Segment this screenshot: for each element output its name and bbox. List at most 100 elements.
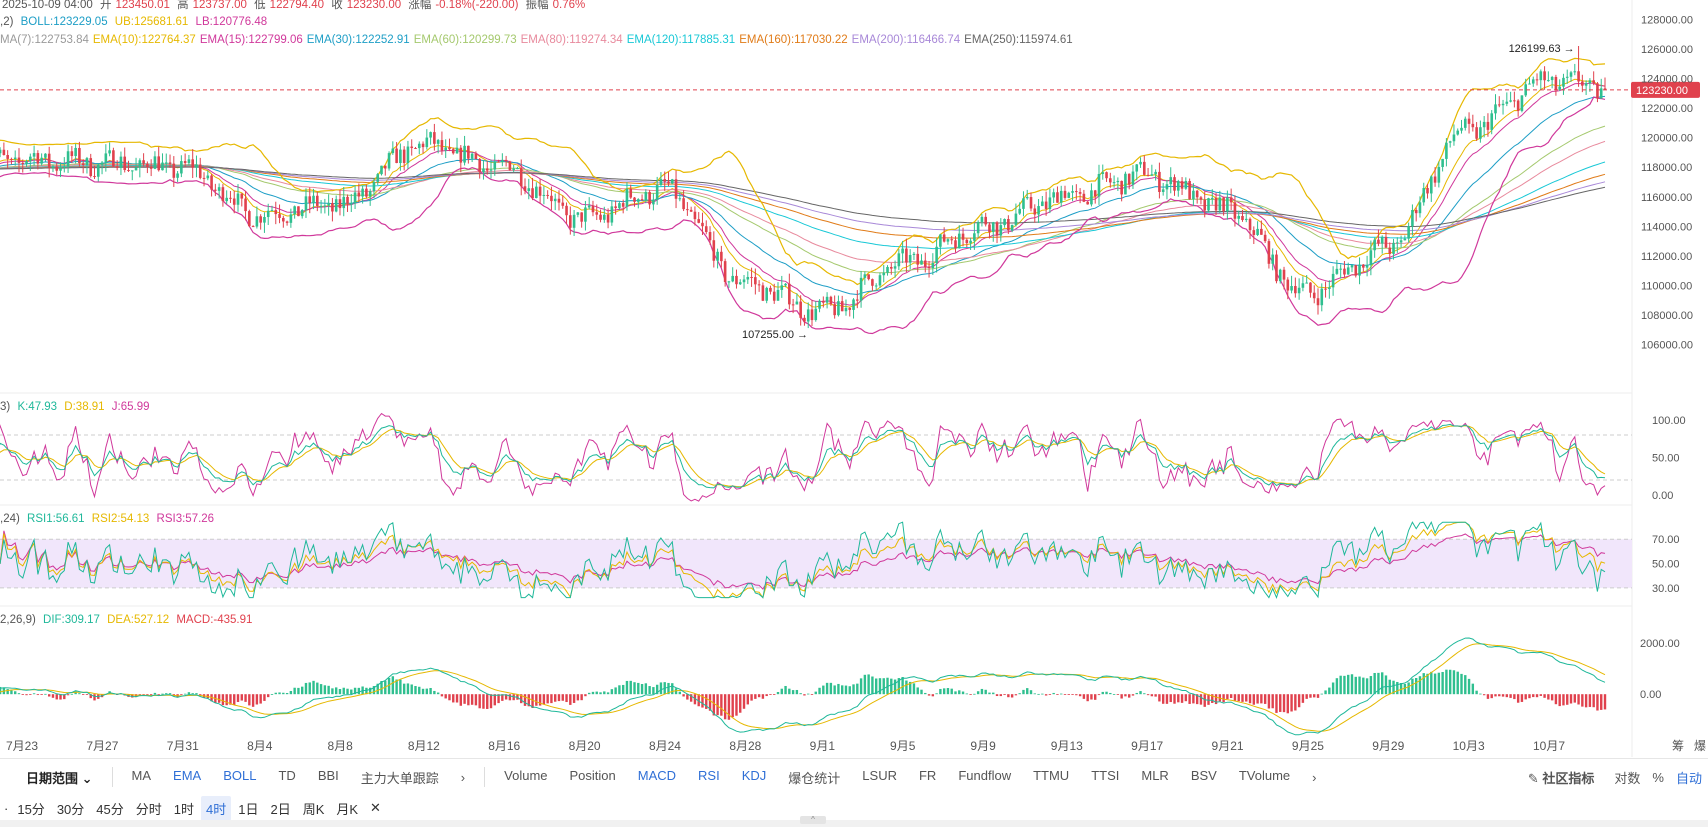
macd-histogram-bar bbox=[1494, 694, 1497, 697]
candle-body bbox=[346, 196, 349, 204]
macd-histogram-bar bbox=[1267, 694, 1271, 709]
macd-histogram-bar bbox=[282, 692, 285, 695]
macd-histogram-bar bbox=[165, 693, 168, 695]
macd-histogram-bar bbox=[739, 694, 742, 713]
sub-indicator-12[interactable]: BSV bbox=[1190, 767, 1217, 783]
macd-histogram-bar bbox=[565, 694, 568, 703]
scroll-bar[interactable] bbox=[0, 820, 1708, 827]
community-indicator-button[interactable]: ✎ 社区指标 bbox=[1527, 770, 1595, 786]
chevron-right-icon[interactable]: › bbox=[460, 769, 466, 785]
interval-3[interactable]: 分时 bbox=[135, 801, 162, 817]
sub-indicator-1[interactable]: Position bbox=[569, 767, 616, 783]
interval-5[interactable]: 4时 bbox=[201, 795, 232, 821]
percent-scale-toggle[interactable]: % bbox=[1652, 769, 1664, 785]
candle-body bbox=[1063, 190, 1067, 198]
candle-body bbox=[10, 158, 13, 160]
macd-histogram-bar bbox=[1562, 694, 1565, 706]
macd-histogram-bar bbox=[1347, 674, 1350, 695]
main-indicator-0[interactable]: MA bbox=[131, 767, 152, 783]
candle-body bbox=[312, 195, 315, 204]
candle-body bbox=[1414, 210, 1418, 214]
main-indicator-2[interactable]: BOLL bbox=[223, 767, 257, 783]
interval-4[interactable]: 1时 bbox=[173, 801, 194, 817]
macd-histogram-bar bbox=[244, 694, 247, 702]
main-indicator-4[interactable]: BBI bbox=[317, 767, 339, 783]
auto-scale-toggle[interactable]: 自动 bbox=[1675, 770, 1702, 786]
macd-histogram-bar bbox=[180, 694, 183, 695]
macd-histogram-bar bbox=[1569, 694, 1573, 704]
macd-histogram-bar bbox=[10, 690, 13, 695]
sub-indicator-2[interactable]: MACD bbox=[637, 767, 677, 783]
candle-body bbox=[1275, 254, 1278, 282]
sub-indicator-10[interactable]: TTSI bbox=[1091, 767, 1120, 783]
macd-histogram-bar bbox=[489, 694, 493, 709]
main-indicator-1[interactable]: EMA bbox=[173, 767, 202, 783]
macd-histogram-bar bbox=[652, 687, 655, 695]
macd-histogram-bar bbox=[285, 692, 289, 695]
candle-body bbox=[818, 300, 821, 309]
candle-body bbox=[1003, 219, 1006, 226]
main-indicator-5[interactable]: 主力大单跟踪 bbox=[360, 770, 439, 786]
sub-indicator-7[interactable]: FR bbox=[918, 767, 937, 783]
candle-body bbox=[1078, 192, 1082, 194]
macd-histogram-bar bbox=[259, 694, 262, 704]
x-axis-date-label: 8月28 bbox=[729, 739, 761, 753]
candle-body bbox=[1505, 101, 1509, 104]
sub-indicator-0[interactable]: Volume bbox=[504, 767, 548, 783]
macd-histogram-bar bbox=[1105, 691, 1108, 695]
macd-histogram-bar bbox=[644, 683, 648, 695]
candle-body bbox=[429, 132, 432, 138]
macd-histogram-bar bbox=[723, 694, 727, 720]
macd-histogram-bar bbox=[316, 682, 319, 695]
interval-6[interactable]: 1日 bbox=[238, 801, 259, 817]
main-indicator-3[interactable]: TD bbox=[278, 767, 296, 783]
interval-1[interactable]: 30分 bbox=[56, 801, 85, 817]
candle-body bbox=[965, 239, 969, 244]
sub-indicator-3[interactable]: RSI bbox=[698, 767, 720, 783]
macd-histogram-bar bbox=[402, 683, 406, 695]
interval-7[interactable]: 2日 bbox=[270, 801, 291, 817]
log-scale-toggle[interactable]: 对数 bbox=[1614, 770, 1641, 786]
candle-body bbox=[1362, 264, 1365, 268]
candle-body bbox=[1022, 198, 1025, 209]
candle-body bbox=[17, 157, 21, 163]
date-range-button[interactable]: 日期范围 ⌄ bbox=[26, 770, 93, 786]
boll-lower-band bbox=[0, 96, 1606, 335]
chevron-right-icon[interactable]: › bbox=[1312, 769, 1317, 785]
candle-body bbox=[1192, 190, 1195, 200]
sub-indicator-8[interactable]: Fundflow bbox=[958, 767, 1012, 783]
resize-handle-icon[interactable]: ^ bbox=[800, 816, 826, 824]
candle-body bbox=[840, 301, 844, 312]
candle-body bbox=[1312, 292, 1316, 299]
candle-body bbox=[1195, 190, 1199, 198]
sub-indicator-13[interactable]: TVolume bbox=[1238, 767, 1291, 783]
interval-2[interactable]: 45分 bbox=[96, 801, 124, 817]
candle-body bbox=[1335, 268, 1339, 274]
macd-histogram-bar bbox=[1290, 694, 1293, 712]
candle-body bbox=[557, 198, 561, 203]
candle-body bbox=[1565, 76, 1569, 78]
macd-histogram-bar bbox=[610, 689, 614, 695]
candle-body bbox=[289, 214, 293, 223]
macd-histogram-bar bbox=[667, 682, 670, 695]
macd-histogram-bar bbox=[708, 694, 712, 711]
candle-body bbox=[1007, 219, 1010, 231]
sub-indicator-5[interactable]: 爆仓统计 bbox=[788, 770, 841, 786]
macd-histogram-bar bbox=[893, 679, 897, 695]
close-icon[interactable]: ✕ bbox=[370, 800, 381, 815]
sub-indicator-9[interactable]: TTMU bbox=[1033, 767, 1070, 783]
candle-body bbox=[663, 179, 667, 182]
macd-histogram-bar bbox=[183, 693, 187, 695]
sub-indicator-4[interactable]: KDJ bbox=[741, 767, 767, 783]
macd-histogram-bar bbox=[1520, 694, 1524, 702]
candlestick-chart[interactable]: 123230.00 126199.63 → 107255.00 → 128000.00… bbox=[0, 0, 1708, 760]
macd-histogram-bar bbox=[425, 688, 429, 695]
ema-line-160 bbox=[0, 165, 1606, 239]
sub-indicator-6[interactable]: LSUR bbox=[862, 767, 897, 783]
interval-0[interactable]: 15分 bbox=[17, 801, 45, 817]
sub-indicator-11[interactable]: MLR bbox=[1141, 767, 1169, 783]
interval-9[interactable]: 月K bbox=[336, 801, 359, 817]
kdj-k-line bbox=[0, 423, 1606, 489]
macd-histogram-bar bbox=[1078, 694, 1082, 697]
interval-8[interactable]: 周K bbox=[302, 801, 325, 817]
